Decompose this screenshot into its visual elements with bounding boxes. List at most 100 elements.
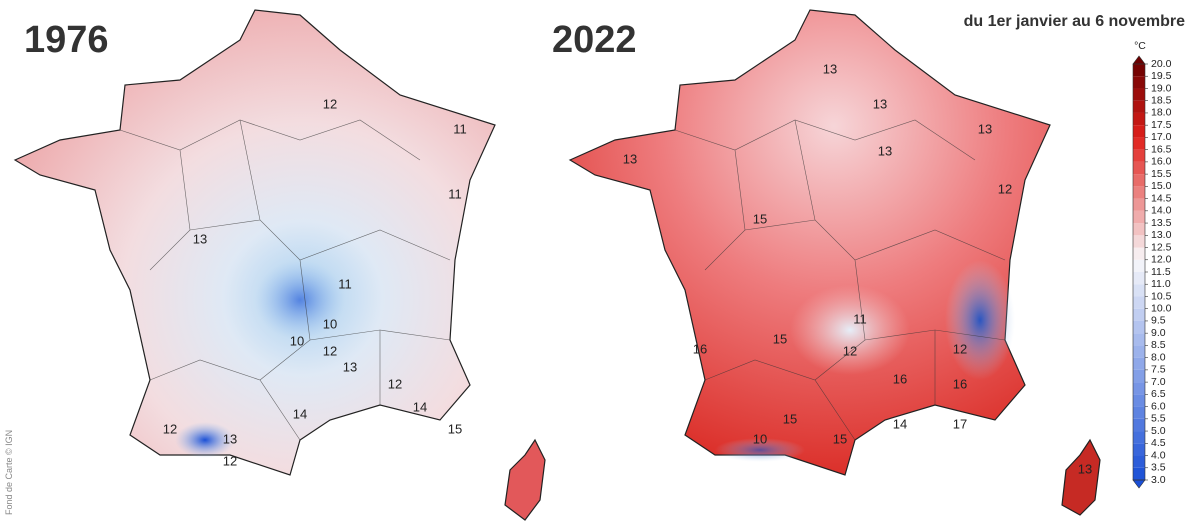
colorbar-tick-label: 12.0 [1151, 254, 1172, 266]
colorbar-segment [1133, 198, 1145, 211]
colorbar-tick-label: 3.5 [1151, 462, 1166, 474]
colorbar-segment [1133, 443, 1145, 456]
colorbar-tick-label: 6.0 [1151, 400, 1166, 412]
colorbar-segment [1133, 100, 1145, 113]
colorbar-tick-label: 17.5 [1151, 119, 1172, 131]
map-2022: 13 13 13 13 13 12 15 15 16 16 12 11 12 16 15 10 15 14 13 17 [568, 9, 1101, 516]
contour-label: 15 [753, 211, 767, 226]
contour-label: 12 [843, 343, 857, 358]
colorbar-segment [1133, 64, 1145, 77]
colorbar-tick-label: 10.5 [1151, 290, 1172, 302]
colorbar-arrow [1132, 55, 1146, 65]
colorbar-tick-label: 11.5 [1151, 266, 1171, 278]
colorbar-tick-label: 13.5 [1151, 217, 1172, 229]
contour-label: 13 [1078, 461, 1092, 476]
colorbar-tick-label: 4.0 [1151, 449, 1166, 461]
contour-label: 15 [833, 431, 847, 446]
colorbar-tick-label: 6.5 [1151, 388, 1166, 400]
colorbar-tick-label: 19.0 [1151, 82, 1172, 94]
contour-label: 13 [623, 151, 637, 166]
colorbar-tick-label: 4.5 [1151, 437, 1166, 449]
colorbar-tick-label: 18.5 [1151, 94, 1172, 106]
contour-label: 16 [953, 376, 967, 391]
colorbar-segment [1133, 223, 1145, 236]
colorbar-tick-label: 14.5 [1151, 192, 1172, 204]
corsica-1976 [504, 438, 546, 521]
france-1976 [13, 9, 496, 476]
contour-label: 13 [823, 61, 837, 76]
colorbar-segment [1133, 88, 1145, 101]
contour-label: 12 [223, 453, 237, 468]
colorbar-segment [1133, 137, 1145, 150]
period-subtitle: du 1er janvier au 6 novembre [964, 13, 1186, 30]
contour-label: 16 [893, 371, 907, 386]
contour-label: 13 [978, 121, 992, 136]
colorbar-tick-label: 16.5 [1151, 143, 1172, 155]
contour-label: 12 [953, 341, 967, 356]
colorbar-tick-label: 13.0 [1151, 229, 1172, 241]
contour-label: 12 [163, 421, 177, 436]
contour-label: 14 [413, 399, 427, 414]
colorbar-tick-label: 9.5 [1151, 315, 1166, 327]
colorbar-segment [1133, 247, 1145, 260]
colorbar-segment [1133, 308, 1145, 321]
colorbar-segment [1133, 186, 1145, 199]
colorbar-tick-label: 3.0 [1151, 474, 1166, 486]
colorbar-segment [1133, 455, 1145, 468]
contour-label: 17 [953, 416, 967, 431]
contour-label: 14 [893, 416, 907, 431]
colorbar-segment [1133, 272, 1145, 285]
contour-label: 13 [878, 143, 892, 158]
colorbar-tick-label: 20.0 [1151, 58, 1172, 70]
colorbar-tick-label: 15.5 [1151, 168, 1172, 180]
colorbar-tick-label: 12.5 [1151, 241, 1172, 253]
cold-spot [175, 422, 235, 458]
colorbar-tick-label: 7.0 [1151, 376, 1166, 388]
colorbar-segment [1133, 333, 1145, 346]
colorbar-tick-label: 19.5 [1151, 70, 1172, 82]
cool-area [790, 285, 910, 375]
colorbar-segment [1133, 345, 1145, 358]
corsica-2022 [1061, 438, 1101, 516]
title-2022: 2022 [552, 19, 637, 61]
title-1976: 1976 [24, 19, 109, 61]
contour-label: 10 [290, 333, 304, 348]
contour-label: 10 [323, 316, 337, 331]
contour-label: 13 [223, 431, 237, 446]
colorbar-tick-label: 18.0 [1151, 107, 1172, 119]
colorbar-segment [1133, 382, 1145, 395]
colorbar-segment [1133, 259, 1145, 272]
colorbar-segment [1133, 467, 1145, 480]
map-1976: 12 11 13 10 10 12 11 13 12 14 14 15 12 13 12 11 [13, 9, 546, 521]
colorbar-segment [1133, 174, 1145, 187]
contour-label: 13 [873, 96, 887, 111]
contour-label: 15 [783, 411, 797, 426]
contour-label: 12 [323, 96, 337, 111]
colorbar-segment [1133, 418, 1145, 432]
colorbar-segment [1133, 125, 1145, 138]
colorbar-segment [1133, 320, 1145, 334]
colorbar-tick-label: 9.0 [1151, 327, 1166, 339]
colorbar-unit: °C [1134, 40, 1146, 52]
colorbar-tick-label: 10.0 [1151, 302, 1172, 314]
colorbar-segment [1133, 394, 1145, 407]
pyrenees-cold [715, 438, 805, 462]
colorbar-tick-label: 5.5 [1151, 413, 1166, 425]
colorbar-segment [1133, 406, 1145, 419]
colorbar-segment [1133, 149, 1145, 162]
colorbar-tick-label: 16.0 [1151, 156, 1172, 168]
colorbar-segment [1133, 76, 1145, 89]
contour-label: 11 [853, 311, 867, 326]
colorbar-tick-label: 14.0 [1151, 205, 1172, 217]
colorbar-segment [1133, 210, 1145, 224]
colorbar-segment [1133, 235, 1145, 248]
colorbar-tick-label: 8.5 [1151, 339, 1166, 351]
contour-label: 11 [453, 121, 467, 136]
colorbar-segment [1133, 161, 1145, 175]
colorbar: °C 3.03.54.04.55.05.56.06.57.07.58.08.59… [1132, 40, 1172, 489]
contour-label: 14 [293, 406, 307, 421]
colorbar-tick-label: 15.0 [1151, 180, 1172, 192]
contour-label: 15 [448, 421, 462, 436]
contour-label: 11 [448, 186, 462, 201]
